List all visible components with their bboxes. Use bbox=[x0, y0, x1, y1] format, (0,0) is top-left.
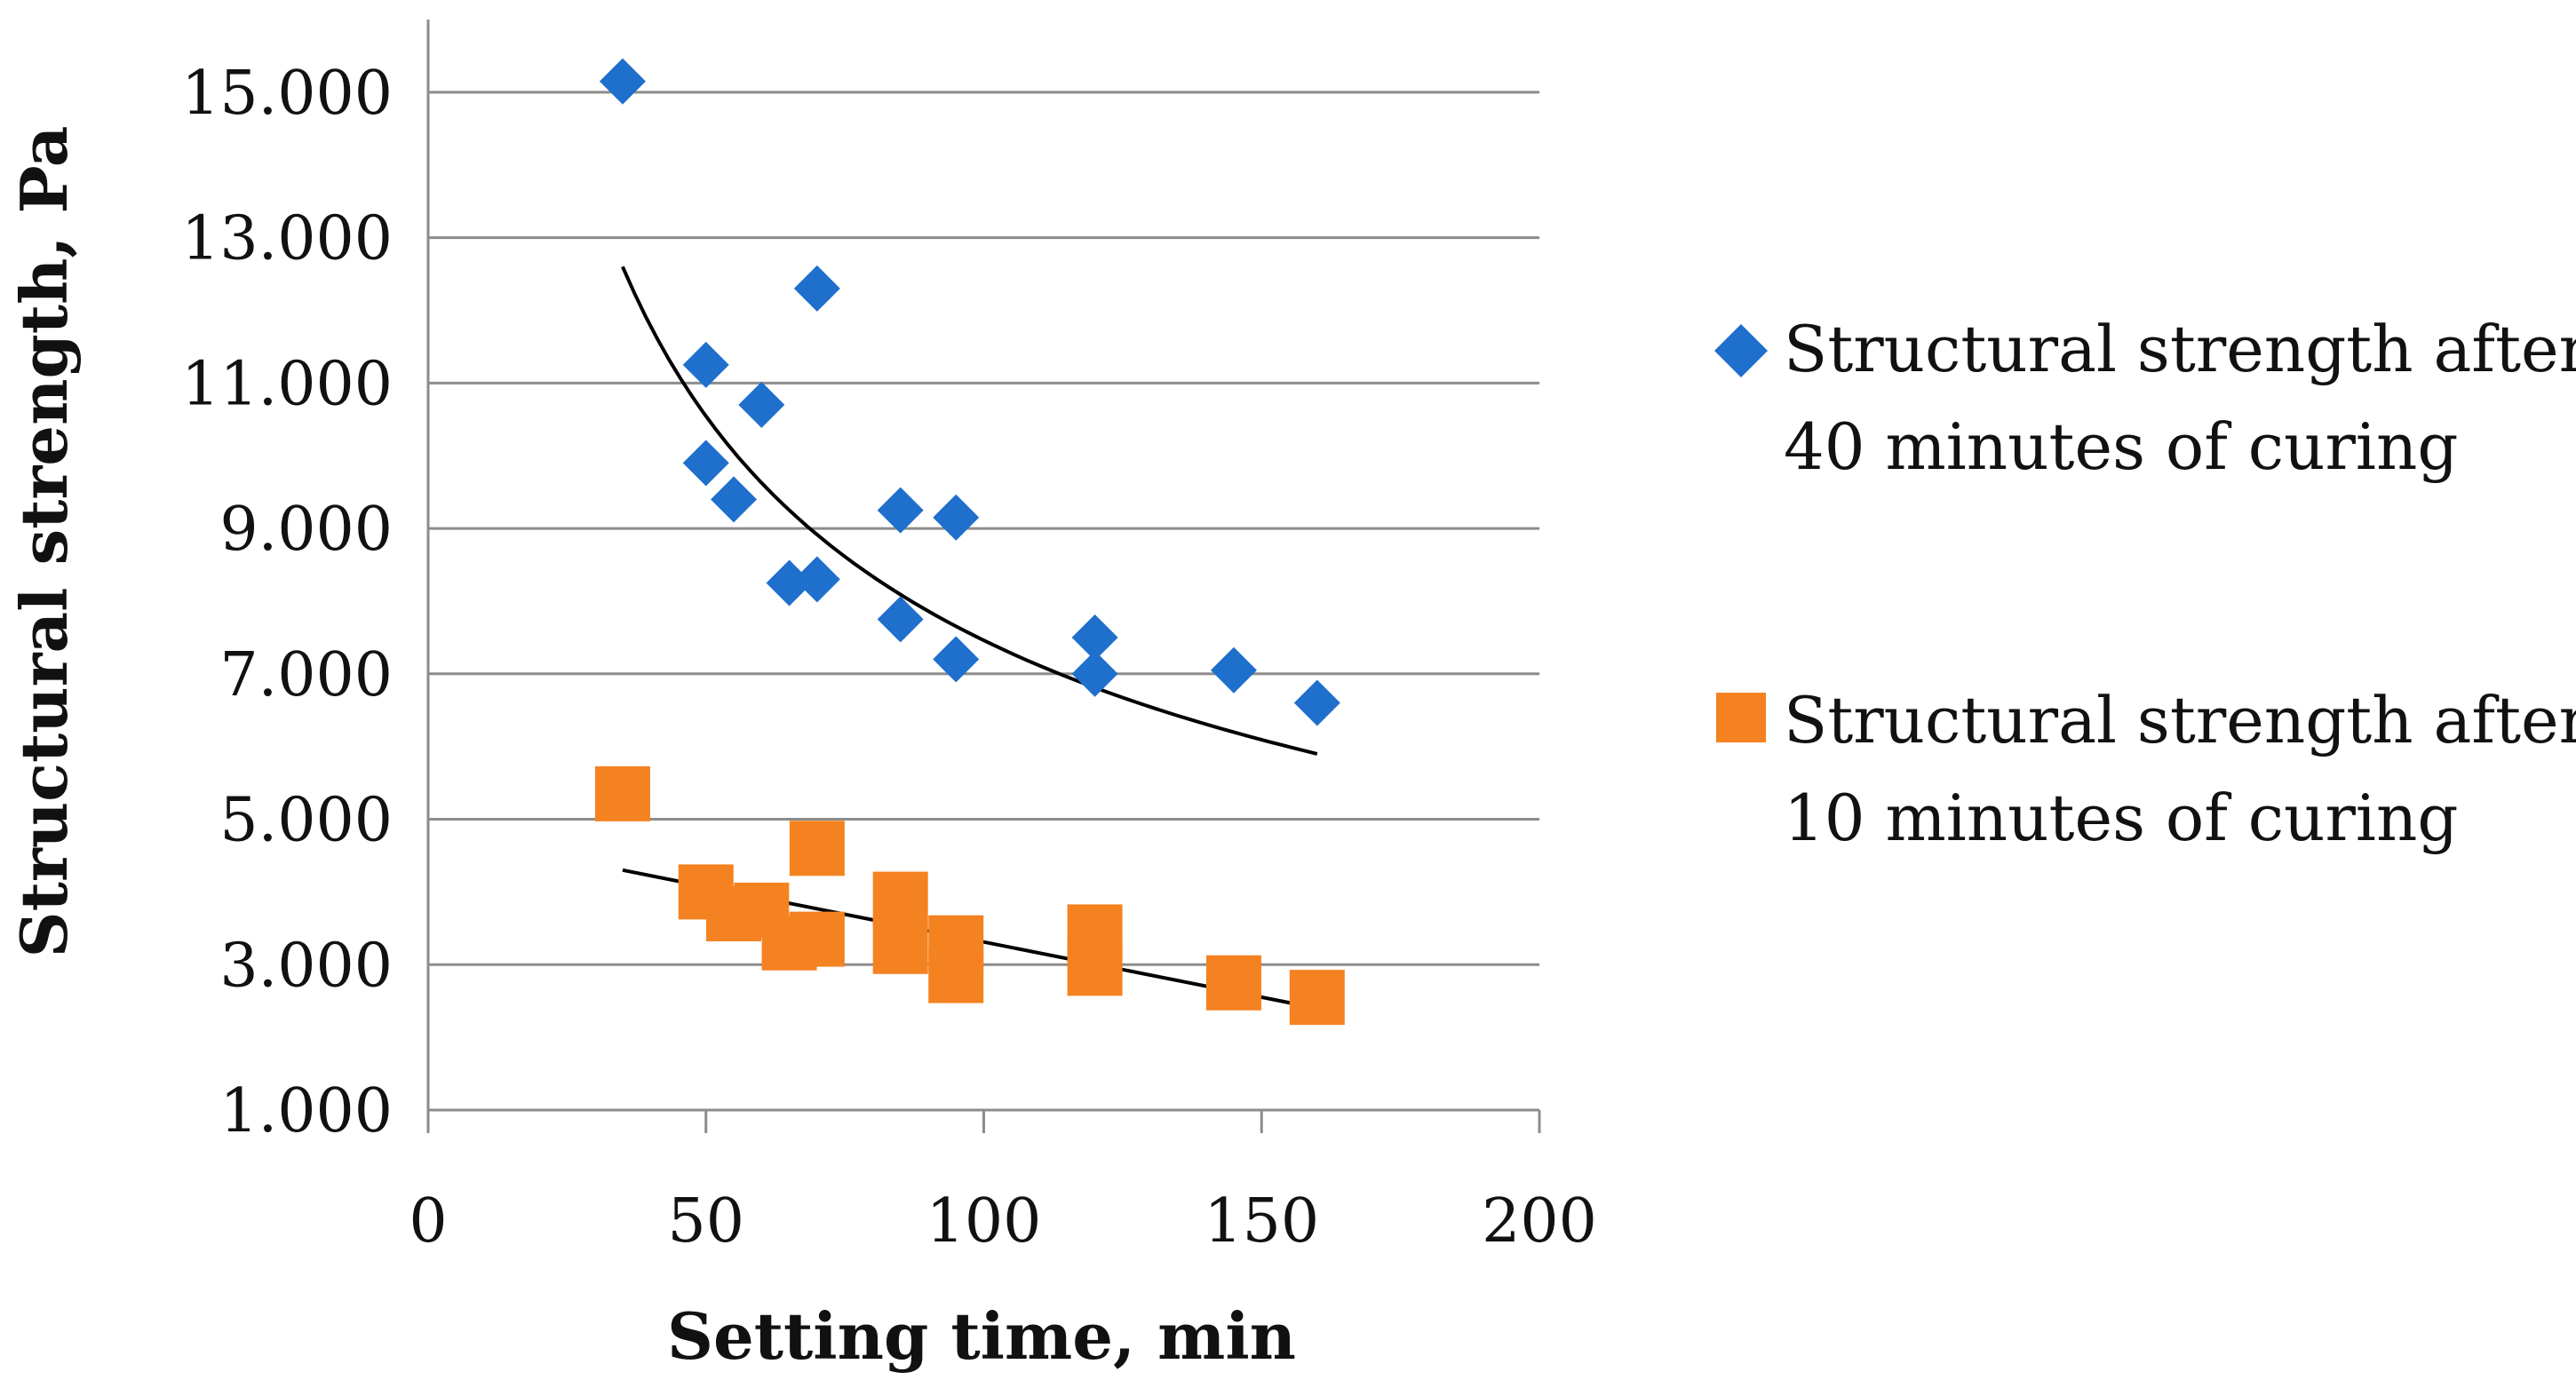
y-tick-label-5000: 5.000 bbox=[219, 786, 393, 856]
y-tick-label-15000: 15.000 bbox=[181, 59, 393, 129]
y-tick-label-3000: 3.000 bbox=[219, 931, 393, 1001]
point-40min-1 bbox=[682, 341, 729, 388]
y-tick-label-11000: 11.000 bbox=[181, 349, 393, 419]
point-10min-10 bbox=[928, 948, 984, 1003]
point-40min-14 bbox=[1210, 646, 1257, 694]
x-axis-title: Setting time, min bbox=[667, 1298, 1296, 1374]
legend-entry-40min: Structural strength after 40 minutes of … bbox=[1714, 312, 2576, 484]
legend-label-10min-line2: 10 minutes of curing bbox=[1784, 781, 2458, 855]
trendline-40min bbox=[621, 266, 1318, 756]
point-10min-0 bbox=[594, 765, 650, 821]
y-tick-label-7000: 7.000 bbox=[219, 640, 393, 710]
y-tick-label-13000: 13.000 bbox=[181, 204, 393, 274]
legend-entry-10min: Structural strength after 10 minutes of … bbox=[1716, 683, 2576, 855]
x-tick-label-200: 200 bbox=[1482, 1186, 1597, 1257]
tick-labels: 1.000 3.000 5.000 7.000 9.000 11.000 13.000 15.… bbox=[181, 59, 1597, 1257]
point-40min-0 bbox=[599, 58, 646, 105]
legend-label-40min-line2: 40 minutes of curing bbox=[1784, 409, 2458, 484]
axes bbox=[426, 20, 1541, 1133]
data-points bbox=[594, 58, 1345, 1026]
x-tick-label-50: 50 bbox=[667, 1186, 744, 1257]
point-10min-5 bbox=[789, 821, 845, 876]
y-axis-title: Structural strength, Pa bbox=[6, 126, 82, 958]
point-40min-11 bbox=[933, 636, 980, 683]
point-40min-2 bbox=[738, 381, 785, 428]
point-10min-8 bbox=[872, 918, 928, 974]
y-tick-label-1000: 1.000 bbox=[219, 1076, 393, 1146]
point-40min-3 bbox=[793, 265, 840, 312]
point-40min-13 bbox=[1071, 650, 1118, 697]
legend-marker-diamond bbox=[1714, 324, 1768, 377]
legend: Structural strength after 40 minutes of … bbox=[1714, 312, 2576, 855]
point-40min-9 bbox=[933, 494, 980, 541]
point-10min-6 bbox=[789, 911, 845, 967]
point-10min-7 bbox=[872, 871, 928, 927]
x-tick-label-0: 0 bbox=[409, 1186, 447, 1257]
point-10min-13 bbox=[1205, 955, 1261, 1011]
grid-lines bbox=[428, 91, 1539, 966]
point-40min-10 bbox=[877, 596, 924, 643]
legend-label-40min-line1: Structural strength after bbox=[1784, 312, 2576, 386]
point-40min-5 bbox=[711, 476, 758, 523]
y-tick-label-9000: 9.000 bbox=[219, 495, 393, 565]
point-10min-14 bbox=[1289, 970, 1345, 1026]
legend-label-10min-line1: Structural strength after bbox=[1784, 683, 2576, 757]
point-40min-7 bbox=[793, 556, 840, 603]
x-tick-label-100: 100 bbox=[926, 1186, 1042, 1257]
point-40min-8 bbox=[877, 487, 924, 534]
legend-marker-square bbox=[1716, 693, 1766, 742]
point-40min-12 bbox=[1071, 614, 1118, 661]
point-40min-4 bbox=[682, 440, 729, 487]
point-40min-15 bbox=[1293, 679, 1340, 726]
point-10min-12 bbox=[1067, 940, 1123, 996]
point-40min-6 bbox=[766, 559, 813, 607]
x-tick-label-150: 150 bbox=[1204, 1186, 1319, 1257]
